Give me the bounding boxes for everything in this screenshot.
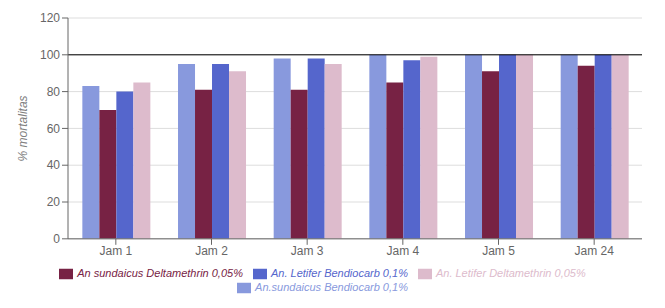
svg-text:Jam 24: Jam 24 <box>574 244 614 258</box>
svg-text:0: 0 <box>53 232 60 246</box>
svg-text:% mortalitas: % mortalitas <box>16 95 30 161</box>
svg-text:40: 40 <box>47 158 61 172</box>
svg-text:60: 60 <box>47 122 61 136</box>
svg-text:20: 20 <box>47 195 61 209</box>
svg-text:Jam 4: Jam 4 <box>386 244 419 258</box>
svg-text:Jam 1: Jam 1 <box>99 244 132 258</box>
html-text:An.sundaicus Bendiocarb 0,1%: An.sundaicus Bendiocarb 0,1% <box>255 280 408 293</box>
svg-text:120: 120 <box>40 11 60 25</box>
svg-text:80: 80 <box>47 85 61 99</box>
html-text:An sundaicus Deltamethrin 0,05: An sundaicus Deltamethrin 0,05% <box>77 266 243 279</box>
svg-text:100: 100 <box>40 48 60 62</box>
svg-text:Jam 3: Jam 3 <box>291 244 324 258</box>
svg-text:Jam 2: Jam 2 <box>195 244 228 258</box>
html-text:An. Letifer Bendiocarb 0,1%: An. Letifer Bendiocarb 0,1% <box>271 266 408 279</box>
svg-text:Jam 5: Jam 5 <box>482 244 515 258</box>
html-text:An. Letifer Deltamethrin 0,05%: An. Letifer Deltamethrin 0,05% <box>435 266 586 279</box>
